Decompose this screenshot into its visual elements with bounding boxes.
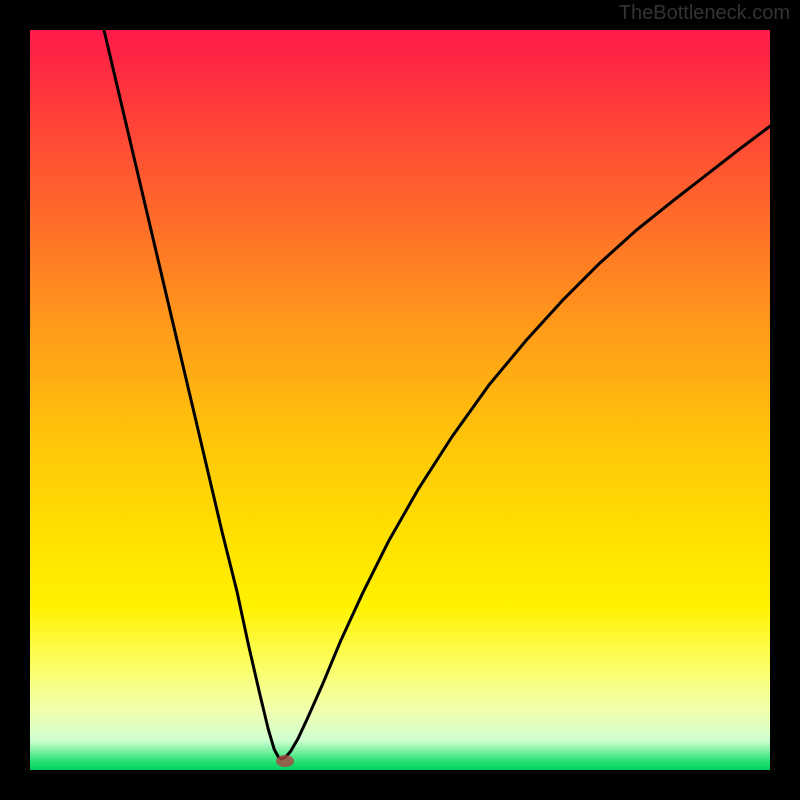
- bottleneck-curve: [30, 30, 770, 770]
- optimal-point-marker: [276, 755, 294, 767]
- gradient-plot-area: [30, 30, 770, 770]
- watermark-text: TheBottleneck.com: [619, 2, 790, 25]
- curve-path: [104, 30, 770, 759]
